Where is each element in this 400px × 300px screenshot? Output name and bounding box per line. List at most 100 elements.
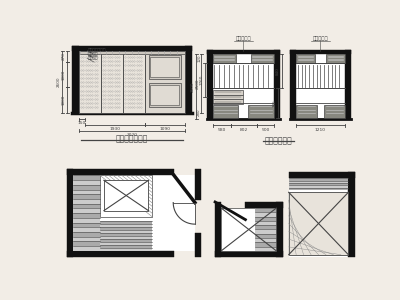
Bar [255,225,276,230]
Bar [149,55,181,79]
Bar [213,105,238,118]
Bar [255,221,276,225]
Bar [79,51,101,113]
Text: 柚木偶宝: 柚木偶宝 [88,52,98,56]
Bar [255,238,276,242]
Bar [255,242,276,247]
Bar [123,51,145,113]
Bar [149,83,181,107]
Bar [101,51,123,113]
Text: 745: 745 [272,99,276,107]
Text: 衣柜间立面图: 衣柜间立面图 [265,136,292,145]
Bar [251,55,274,63]
Text: 500: 500 [261,128,270,132]
Text: 细线木白: 细线木白 [88,56,98,60]
Bar [100,227,152,230]
Text: 2500: 2500 [196,78,200,89]
Text: 3020: 3020 [126,133,137,137]
Bar [296,105,317,118]
Bar [255,230,276,234]
Bar [73,213,100,218]
Bar [104,180,148,211]
Bar [79,51,185,113]
Text: 150: 150 [78,122,86,125]
Text: 802: 802 [240,128,248,132]
Bar [290,50,351,55]
Bar [344,50,351,119]
Bar [185,46,192,113]
Bar [73,232,100,237]
Bar [213,100,243,104]
Text: 840: 840 [276,68,280,75]
Bar [206,50,213,119]
Bar [255,208,276,212]
Text: 280: 280 [197,108,201,116]
Bar [248,105,274,118]
Bar [296,55,344,119]
Bar [255,247,276,251]
Bar [73,242,100,246]
Text: 1000: 1000 [62,70,66,80]
Bar [73,246,100,251]
Bar [73,176,100,180]
Bar [73,237,100,242]
Bar [73,185,100,190]
Bar [145,51,185,113]
Bar [100,245,152,248]
Bar [73,194,100,199]
Bar [100,242,152,245]
Bar [100,220,152,224]
Bar [73,227,100,232]
Bar [67,169,174,176]
Bar [289,192,348,255]
Text: 卧室衣柜立面图: 卧室衣柜立面图 [116,135,148,144]
Bar [213,55,274,119]
Bar [73,176,195,251]
Bar [289,185,348,188]
Bar [289,188,348,190]
Text: 1760: 1760 [200,74,204,85]
Bar [73,204,100,208]
Text: 1930: 1930 [110,127,120,131]
Bar [72,46,192,51]
Bar [206,50,280,55]
Bar [72,46,79,113]
Text: 室料大理板: 室料大理板 [236,36,251,40]
Bar [100,236,152,239]
Bar [255,234,276,238]
Text: 室料大理板: 室料大理板 [313,36,328,40]
Text: 柚木偶宝贵木门: 柚木偶宝贵木门 [88,49,106,52]
Bar [100,233,152,236]
Bar [100,176,152,217]
Bar [100,230,152,233]
Bar [276,202,282,257]
Text: 1210: 1210 [315,128,326,132]
Bar [246,202,282,208]
Text: 1000: 1000 [62,95,66,105]
Bar [73,208,100,213]
Bar [221,208,276,251]
Bar [195,169,201,200]
Bar [213,55,236,63]
Text: 120: 120 [197,55,201,62]
Text: 2600: 2600 [57,76,61,87]
Text: 1090: 1090 [160,127,170,131]
Bar [150,85,180,105]
Bar [215,202,221,257]
Text: 2600: 2600 [191,82,195,92]
Bar [326,55,344,63]
Bar [324,105,344,118]
Bar [296,55,315,63]
Bar [289,172,354,178]
Bar [73,190,100,194]
Bar [255,212,276,217]
Bar [289,181,348,183]
Bar [150,57,180,77]
Bar [290,50,296,119]
Bar [73,180,100,185]
Bar [67,251,174,257]
Bar [348,172,354,257]
Bar [73,199,100,204]
Bar [100,224,152,227]
Bar [100,248,152,251]
